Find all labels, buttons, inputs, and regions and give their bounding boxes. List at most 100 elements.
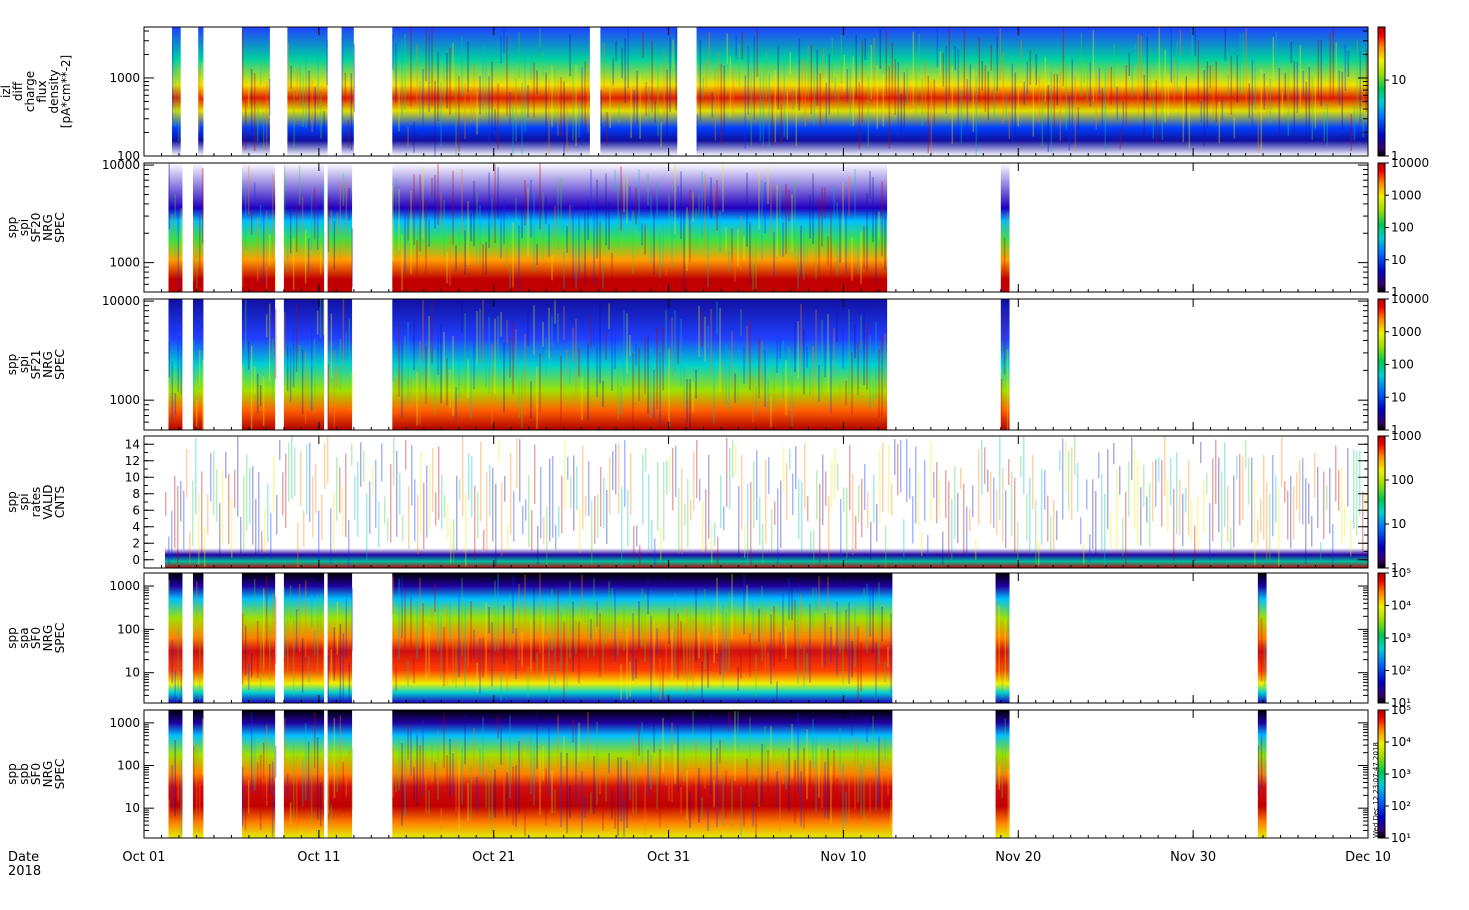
texture-streak <box>479 205 481 267</box>
texture-streak <box>803 644 805 687</box>
texture-streak <box>503 741 505 817</box>
texture-streak <box>605 332 607 360</box>
texture-streak <box>284 453 287 528</box>
coverage-block <box>168 710 183 838</box>
texture-streak <box>296 67 298 98</box>
texture-streak <box>262 206 265 284</box>
texture-streak <box>431 301 433 364</box>
texture-streak <box>668 455 671 494</box>
texture-streak <box>740 654 742 679</box>
texture-streak <box>803 329 805 395</box>
texture-streak <box>286 597 289 676</box>
texture-streak <box>656 628 658 655</box>
texture-streak <box>1160 459 1163 527</box>
y-tick-label: 10000 <box>102 158 140 172</box>
texture-streak <box>298 345 301 377</box>
texture-streak <box>749 221 751 286</box>
texture-streak <box>322 299 325 335</box>
texture-streak <box>1050 71 1053 153</box>
texture-streak <box>542 516 545 544</box>
texture-streak <box>527 187 529 257</box>
y-tick-label: 8 <box>132 487 140 501</box>
texture-streak <box>398 472 401 515</box>
texture-streak <box>1041 92 1044 148</box>
texture-streak <box>518 584 520 660</box>
texture-streak <box>434 174 436 229</box>
y-axis-title-line: NRG <box>41 625 55 652</box>
texture-streak <box>319 299 322 339</box>
y-axis-title-line: VALID <box>41 484 55 519</box>
texture-streak <box>767 652 769 672</box>
texture-streak <box>307 366 310 411</box>
spectrogram-p6 <box>168 710 1267 838</box>
texture-streak <box>981 61 984 91</box>
coverage-block <box>168 299 183 430</box>
texture-streak <box>1329 33 1332 101</box>
texture-streak <box>662 668 664 703</box>
texture-streak <box>728 251 730 272</box>
texture-streak <box>473 180 475 246</box>
texture-streak <box>259 204 262 228</box>
texture-streak <box>247 340 250 370</box>
texture-streak <box>524 180 526 225</box>
texture-streak <box>455 643 457 689</box>
texture-streak <box>257 472 260 558</box>
texture-streak <box>986 469 989 493</box>
texture-streak <box>818 365 820 402</box>
texture-streak <box>699 40 702 122</box>
texture-streak <box>241 613 244 685</box>
texture-streak <box>1055 510 1058 541</box>
texture-streak <box>692 382 694 413</box>
texture-streak <box>710 177 712 219</box>
y-tick-label: 100 <box>117 149 140 163</box>
texture-streak <box>665 636 667 679</box>
texture-streak <box>669 37 671 113</box>
texture-streak <box>1325 485 1328 510</box>
texture-streak <box>494 769 496 818</box>
texture-streak <box>701 797 703 819</box>
texture-streak <box>713 352 715 425</box>
texture-streak <box>602 262 604 290</box>
texture-streak <box>933 79 936 125</box>
year-label: 2018 <box>8 864 41 879</box>
texture-streak <box>734 373 736 403</box>
texture-streak <box>1088 534 1091 563</box>
texture-streak <box>1037 540 1040 566</box>
texture-streak <box>800 593 802 649</box>
texture-streak <box>497 83 499 150</box>
texture-streak <box>611 326 613 391</box>
texture-streak <box>830 460 833 508</box>
texture-streak <box>452 335 454 416</box>
texture-streak <box>873 38 876 108</box>
texture-streak <box>908 467 911 499</box>
texture-streak <box>854 736 856 810</box>
texture-streak <box>758 337 760 399</box>
texture-streak <box>572 201 574 281</box>
texture-streak <box>797 478 800 540</box>
colorbar-tick-label: 10² <box>1391 799 1411 813</box>
texture-streak <box>248 467 251 525</box>
texture-streak <box>1079 517 1082 545</box>
texture-streak <box>533 444 536 505</box>
y-axis-title-line: spp <box>5 491 19 513</box>
texture-streak <box>845 201 847 274</box>
texture-streak <box>506 660 508 691</box>
texture-streak <box>345 332 348 357</box>
texture-streak <box>752 461 755 529</box>
texture-streak <box>467 453 470 501</box>
texture-streak <box>374 460 377 528</box>
texture-streak <box>834 77 837 101</box>
texture-streak <box>330 649 333 683</box>
texture-streak <box>287 442 290 502</box>
texture-streak <box>905 438 908 502</box>
texture-streak <box>666 69 668 140</box>
texture-streak <box>1142 464 1145 507</box>
texture-streak <box>878 449 881 524</box>
texture-streak <box>855 34 858 99</box>
texture-streak <box>461 301 463 333</box>
texture-streak <box>250 345 253 430</box>
colorbar-tick-label: 10⁴ <box>1391 599 1411 613</box>
texture-streak <box>843 54 846 92</box>
texture-streak <box>890 483 893 516</box>
texture-streak <box>1173 57 1176 109</box>
